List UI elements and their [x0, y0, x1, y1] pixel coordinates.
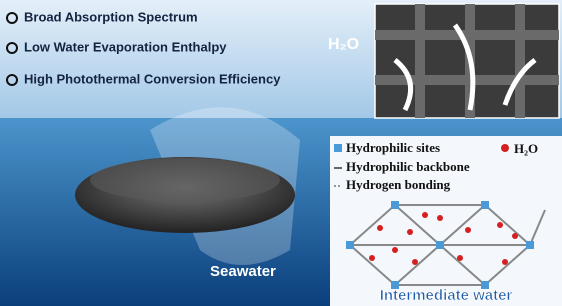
feature: High Photothermal Conversion Efficiency [24, 71, 281, 86]
inset [375, 4, 559, 118]
feature: Low Water Evaporation Enthalpy [24, 39, 227, 54]
foam-top [90, 158, 280, 202]
legend-text: Hydrophilic sites [346, 140, 440, 155]
vapor-label: H₂O [328, 36, 359, 53]
panel-title: Intermediate water [380, 287, 513, 304]
legend-text: Hydrophilic backbone [346, 159, 470, 174]
legend-text: Hydrogen bonding [346, 177, 451, 192]
water-icon [501, 144, 509, 152]
legend-text: H₂O [514, 141, 538, 156]
feature: Broad Absorption Spectrum [24, 9, 198, 24]
site-icon [334, 144, 342, 152]
mechanism-panel: Hydrophilic sites H₂O Hydrophilic backbo… [330, 136, 562, 306]
graphical-abstract: Broad Absorption Spectrum Low Water Evap… [0, 0, 562, 306]
page: Broad Absorption Spectrum Low Water Evap… [0, 0, 562, 306]
seawater-label: Seawater [210, 263, 276, 280]
